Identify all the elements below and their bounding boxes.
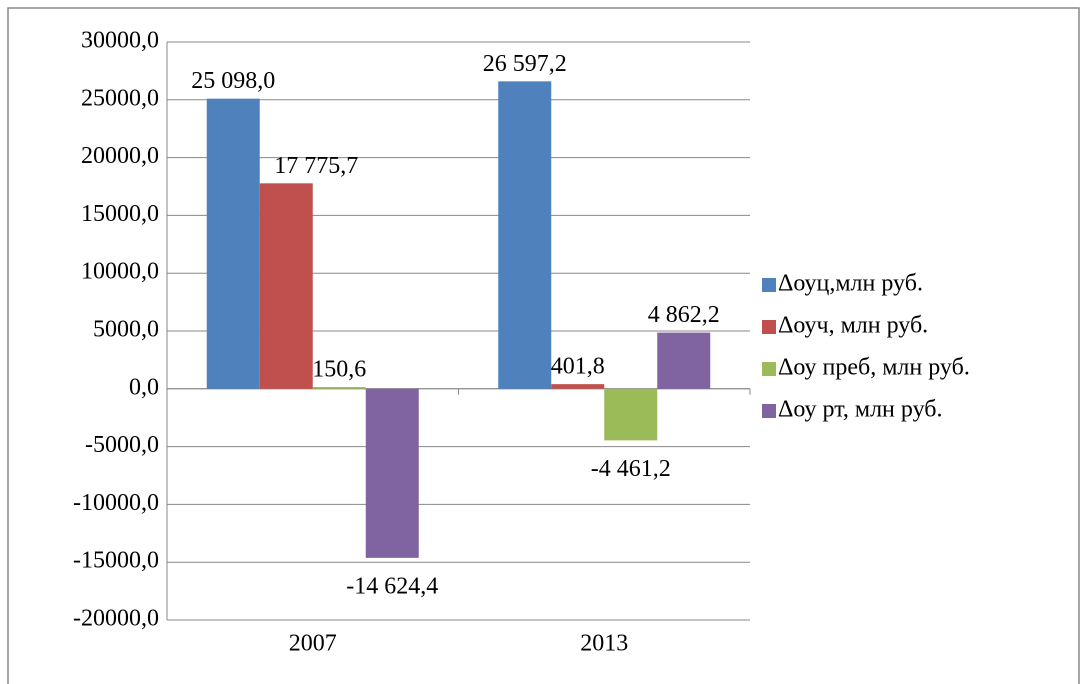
y-tick-label: 5000,0 [93,317,159,343]
y-tick-label: 10000,0 [81,259,159,285]
y-tick-label: 25000,0 [81,85,159,111]
y-tick-label: -15000,0 [73,548,159,574]
data-label: 25 098,0 [191,68,275,94]
data-label: 401,8 [551,354,605,380]
y-tick-label: 20000,0 [81,143,159,169]
bar [365,388,419,558]
x-tick-label: 2013 [580,631,628,657]
legend-label: Δоу рт, млн руб. [778,397,942,423]
chart-border [7,7,1080,684]
data-label: -14 624,4 [346,573,438,599]
legend-swatch [762,278,776,292]
legend-swatch [762,320,776,334]
y-tick-label: 30000,0 [81,28,159,54]
data-label: 26 597,2 [483,51,567,77]
bar [312,387,366,389]
y-tick-label: 0,0 [129,374,159,400]
y-tick-label: -10000,0 [73,490,159,516]
data-label: -4 461,2 [591,456,671,482]
y-tick-label: -5000,0 [85,432,159,458]
legend-swatch [762,404,776,418]
y-tick-label: -20000,0 [73,606,159,632]
x-tick-label: 2007 [289,631,337,657]
bar [551,384,605,389]
bar [604,388,658,441]
legend-label: Δоуч, млн руб. [778,313,928,339]
legend-label: Δоуц,млн руб. [778,271,923,297]
bar [498,81,552,389]
bar [259,183,313,389]
data-label: 150,6 [312,357,366,383]
legend-swatch [762,362,776,376]
data-label: 17 775,7 [274,153,358,179]
bar [657,332,711,389]
bar [206,98,260,389]
data-label: 4 862,2 [648,302,720,328]
y-tick-label: 15000,0 [81,201,159,227]
legend-label: Δоу преб, млн руб. [778,355,970,381]
